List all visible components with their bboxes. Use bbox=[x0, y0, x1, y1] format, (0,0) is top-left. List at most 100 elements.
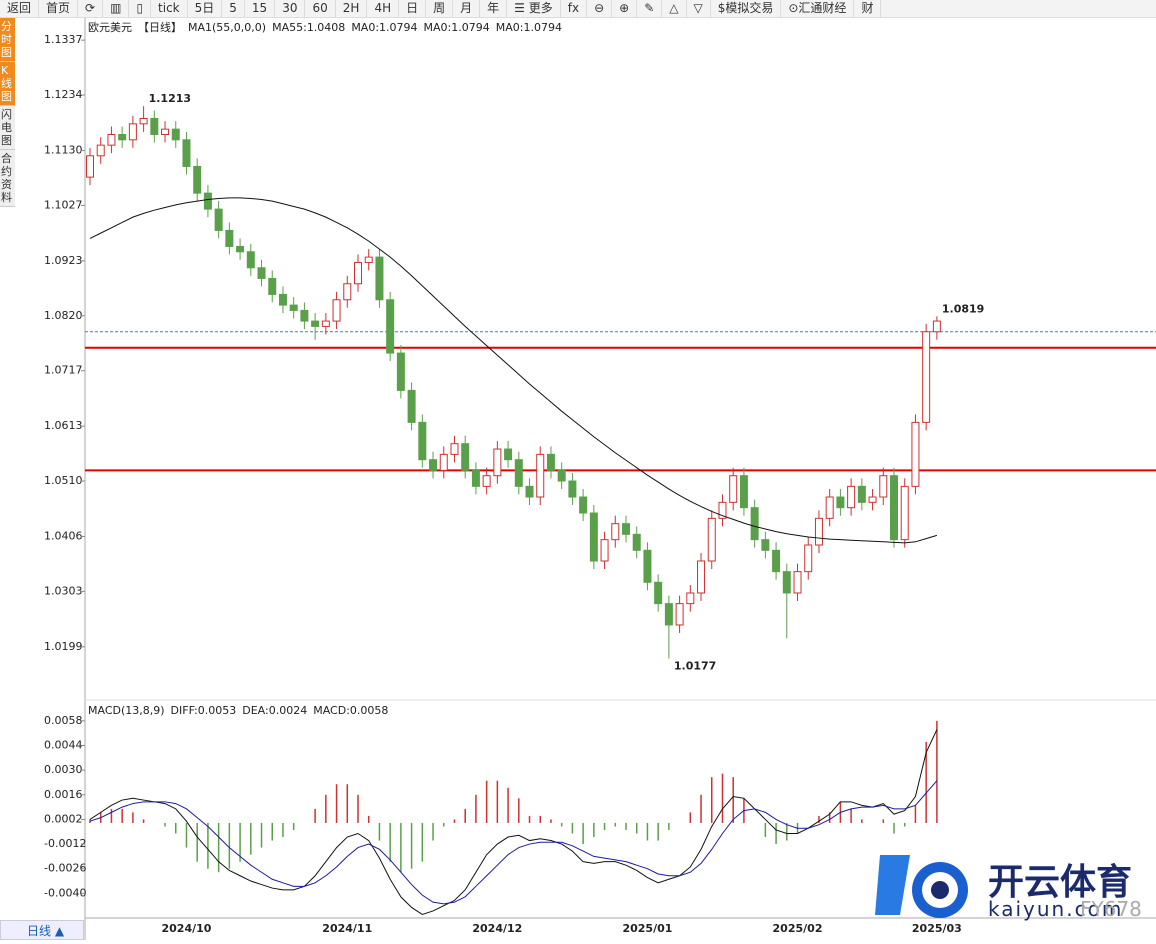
legend-entry: MA0:1.0794 bbox=[424, 21, 490, 34]
toolbar-button[interactable]: $模拟交易 bbox=[711, 0, 782, 17]
toolbar-button[interactable]: 5日 bbox=[188, 0, 223, 17]
candle-body bbox=[268, 277, 277, 295]
candle-body bbox=[697, 560, 706, 594]
x-tick-label: 2024/12 bbox=[472, 922, 522, 935]
legend-entry: 欧元美元 bbox=[88, 21, 132, 34]
toolbar-button[interactable]: 财 bbox=[854, 0, 882, 17]
candle-body bbox=[107, 133, 116, 146]
sidebar-tab[interactable]: K线图 bbox=[0, 62, 15, 106]
y-tick-label: 1.0820 bbox=[44, 309, 83, 322]
price-annotation: 1.1213 bbox=[149, 92, 191, 105]
y-tick-label: 1.0923 bbox=[44, 254, 83, 267]
toolbar-button[interactable]: 年 bbox=[480, 0, 508, 17]
toolbar-button[interactable]: ⟳ bbox=[78, 0, 104, 17]
candle-body bbox=[203, 192, 212, 210]
candle-body bbox=[278, 293, 287, 306]
candle-body bbox=[643, 549, 652, 583]
candle-body bbox=[536, 453, 545, 498]
sidebar-tab[interactable]: 分时图 bbox=[0, 18, 15, 62]
toolbar-button[interactable]: ✎ bbox=[637, 0, 663, 17]
sidebar: 分时图 K线图 闪电图 合约资料 bbox=[0, 18, 15, 207]
candle-body bbox=[246, 251, 255, 269]
candle-body bbox=[504, 448, 513, 461]
candle-body bbox=[525, 485, 534, 498]
candle-body bbox=[772, 549, 781, 573]
toolbar-button[interactable]: ▽ bbox=[687, 0, 711, 17]
toolbar-button[interactable]: 5 bbox=[222, 0, 245, 17]
candle-body bbox=[857, 485, 866, 503]
candle-body bbox=[407, 389, 416, 423]
candle-body bbox=[718, 501, 727, 519]
watermark-site: kaiyun.com bbox=[988, 897, 1124, 921]
candle-body bbox=[139, 117, 148, 125]
candle-body bbox=[589, 512, 598, 562]
toolbar-button[interactable]: ⊖ bbox=[587, 0, 613, 17]
candle-body bbox=[729, 475, 738, 503]
candle-body bbox=[879, 475, 888, 498]
toolbar-button[interactable]: 4H bbox=[367, 0, 400, 17]
candle-body bbox=[825, 496, 834, 519]
candle-body bbox=[225, 229, 234, 247]
candle-body bbox=[514, 459, 523, 487]
legend-entry: MACD(13,8,9) bbox=[88, 704, 165, 717]
candle-body bbox=[418, 421, 427, 461]
candle-body bbox=[707, 517, 716, 562]
toolbar-button[interactable]: 15 bbox=[245, 0, 276, 17]
legend-entry: DEA:0.0024 bbox=[242, 704, 307, 717]
toolbar: 返回 首页 ⟳ ▥ ▯ tick 5日 5 15 30 60 2H 4H 日周月年 ☰ 更多 fx ⊖ ⊕ ✎ △ ▽ $… bbox=[0, 0, 1156, 18]
watermark-logo bbox=[875, 855, 968, 918]
toolbar-button[interactable]: ⊙汇通财经 bbox=[781, 0, 855, 17]
toolbar-button[interactable]: 月 bbox=[453, 0, 481, 17]
candle-body bbox=[932, 320, 941, 333]
candle-body bbox=[761, 539, 770, 551]
legend-entry: DIFF:0.0053 bbox=[171, 704, 237, 717]
toolbar-button[interactable]: fx bbox=[561, 0, 588, 17]
candle-body bbox=[922, 331, 931, 423]
candle-body bbox=[128, 123, 137, 141]
y-tick-label: 1.0510 bbox=[44, 474, 83, 487]
toolbar-button[interactable]: ☰ 更多 bbox=[507, 0, 561, 17]
y-tick-label: 1.0717 bbox=[44, 364, 83, 377]
candle-body bbox=[396, 352, 405, 391]
watermark-brand: 开云体育 bbox=[988, 862, 1133, 903]
candle-body bbox=[847, 485, 856, 509]
toolbar-button[interactable]: △ bbox=[662, 0, 687, 17]
candle-body bbox=[364, 256, 373, 263]
toolbar-button[interactable]: 首页 bbox=[39, 0, 79, 17]
toolbar-button[interactable]: tick bbox=[151, 0, 188, 17]
candle-body bbox=[171, 128, 180, 141]
candle-body bbox=[429, 459, 438, 471]
legend-entry: MACD:0.0058 bbox=[313, 704, 388, 717]
sidebar-tab[interactable]: 合约资料 bbox=[0, 150, 15, 207]
toolbar-button[interactable]: 返回 bbox=[0, 0, 40, 17]
candle-body bbox=[622, 523, 630, 535]
toolbar-button[interactable]: 60 bbox=[305, 0, 336, 17]
candle-body bbox=[375, 256, 384, 301]
candle-body bbox=[193, 165, 202, 194]
x-tick-label: 2024/10 bbox=[162, 922, 212, 935]
candle-body bbox=[568, 480, 577, 498]
period-selector[interactable]: 日线 ▲ bbox=[0, 920, 84, 940]
toolbar-button[interactable]: 30 bbox=[275, 0, 306, 17]
candle-body bbox=[804, 544, 813, 573]
toolbar-button[interactable]: 周 bbox=[426, 0, 454, 17]
candle-body bbox=[632, 533, 641, 551]
watermark-code: FY678 bbox=[1080, 897, 1142, 921]
sidebar-tab[interactable]: 闪电图 bbox=[0, 106, 15, 150]
candle-body bbox=[354, 261, 362, 285]
toolbar-button[interactable]: ▯ bbox=[129, 0, 152, 17]
toolbar-button[interactable]: ▥ bbox=[103, 0, 130, 17]
y-tick-label: -0.0026 bbox=[44, 862, 86, 875]
candle-body bbox=[890, 475, 898, 541]
candle-body bbox=[300, 309, 309, 322]
candle-body bbox=[675, 603, 684, 626]
toolbar-button[interactable]: 2H bbox=[336, 0, 368, 17]
candle-body bbox=[332, 299, 341, 322]
candle-body bbox=[739, 475, 748, 509]
ma-line bbox=[89, 197, 938, 544]
legend-entry: MA0:1.0794 bbox=[496, 21, 562, 34]
toolbar-button[interactable]: ⊕ bbox=[612, 0, 638, 17]
toolbar-button[interactable]: 日 bbox=[399, 0, 427, 17]
candle-body bbox=[118, 133, 127, 141]
candle-body bbox=[439, 453, 448, 471]
